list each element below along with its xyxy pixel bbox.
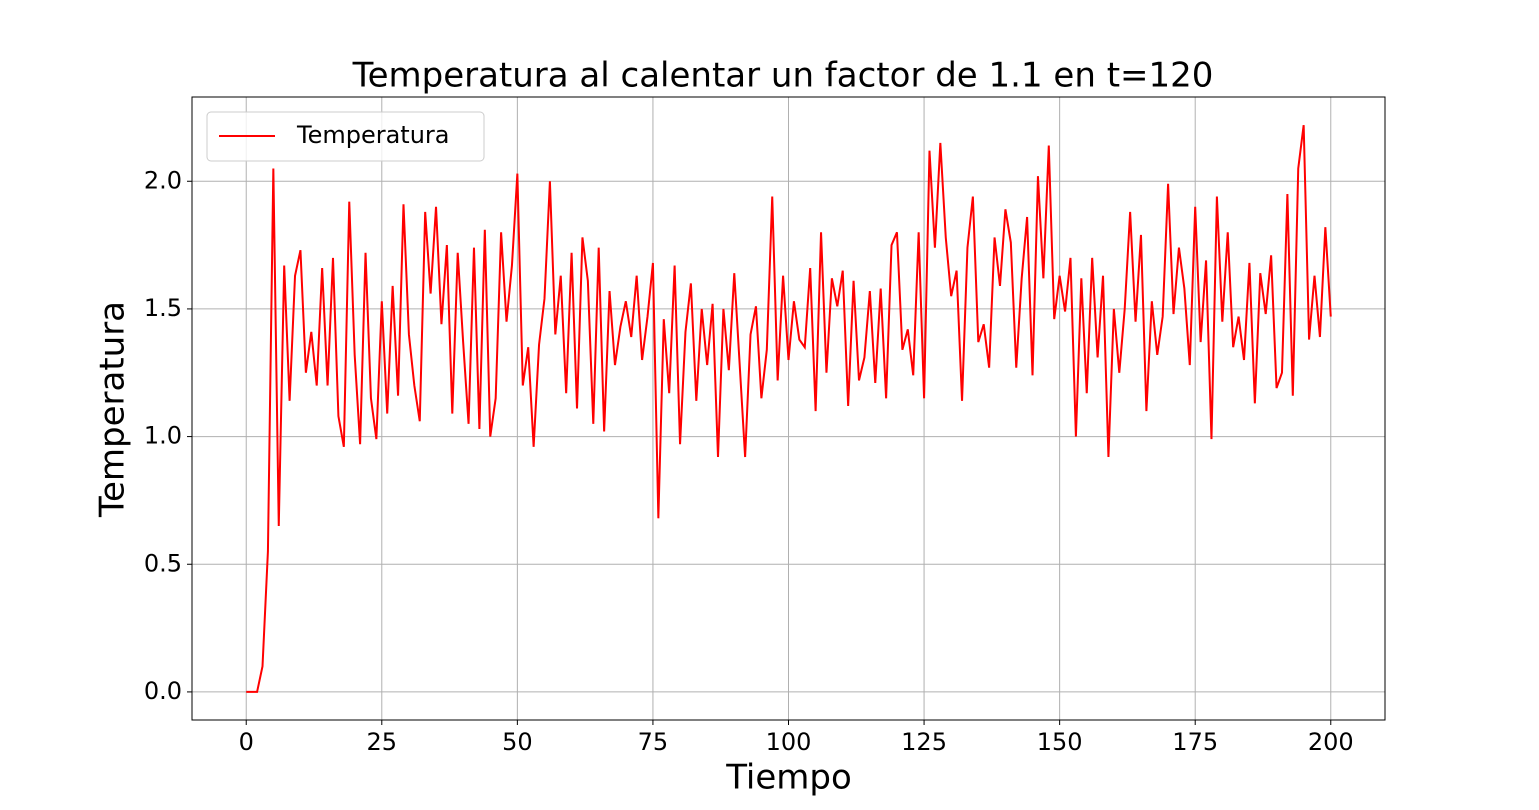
x-tick-label: 125	[901, 728, 947, 756]
chart-title: Temperatura al calentar un factor de 1.1…	[352, 56, 1214, 96]
x-tick-label: 100	[766, 728, 812, 756]
legend-label: Temperatura	[296, 121, 450, 149]
x-tick-label: 200	[1308, 728, 1354, 756]
y-tick-label: 1.0	[144, 422, 182, 450]
data-line	[246, 124, 1332, 693]
plot-frame	[191, 96, 1386, 721]
y-tick-label: 0.5	[144, 549, 182, 577]
legend: Temperatura	[206, 111, 485, 162]
x-tick-label: 0	[239, 728, 254, 756]
y-tick-label: 2.0	[144, 166, 182, 194]
y-axis-label: Temperatura	[93, 301, 133, 518]
x-tick-label: 75	[638, 728, 669, 756]
y-tick-label: 1.5	[144, 294, 182, 322]
legend-box	[206, 111, 485, 162]
x-tick-label: 150	[1037, 728, 1083, 756]
x-axis-label: Tiempo	[725, 758, 852, 798]
y-tick-label: 0.0	[144, 677, 182, 705]
x-tick-label: 50	[502, 728, 533, 756]
x-tick-label: 175	[1172, 728, 1218, 756]
x-tick-label: 25	[367, 728, 398, 756]
